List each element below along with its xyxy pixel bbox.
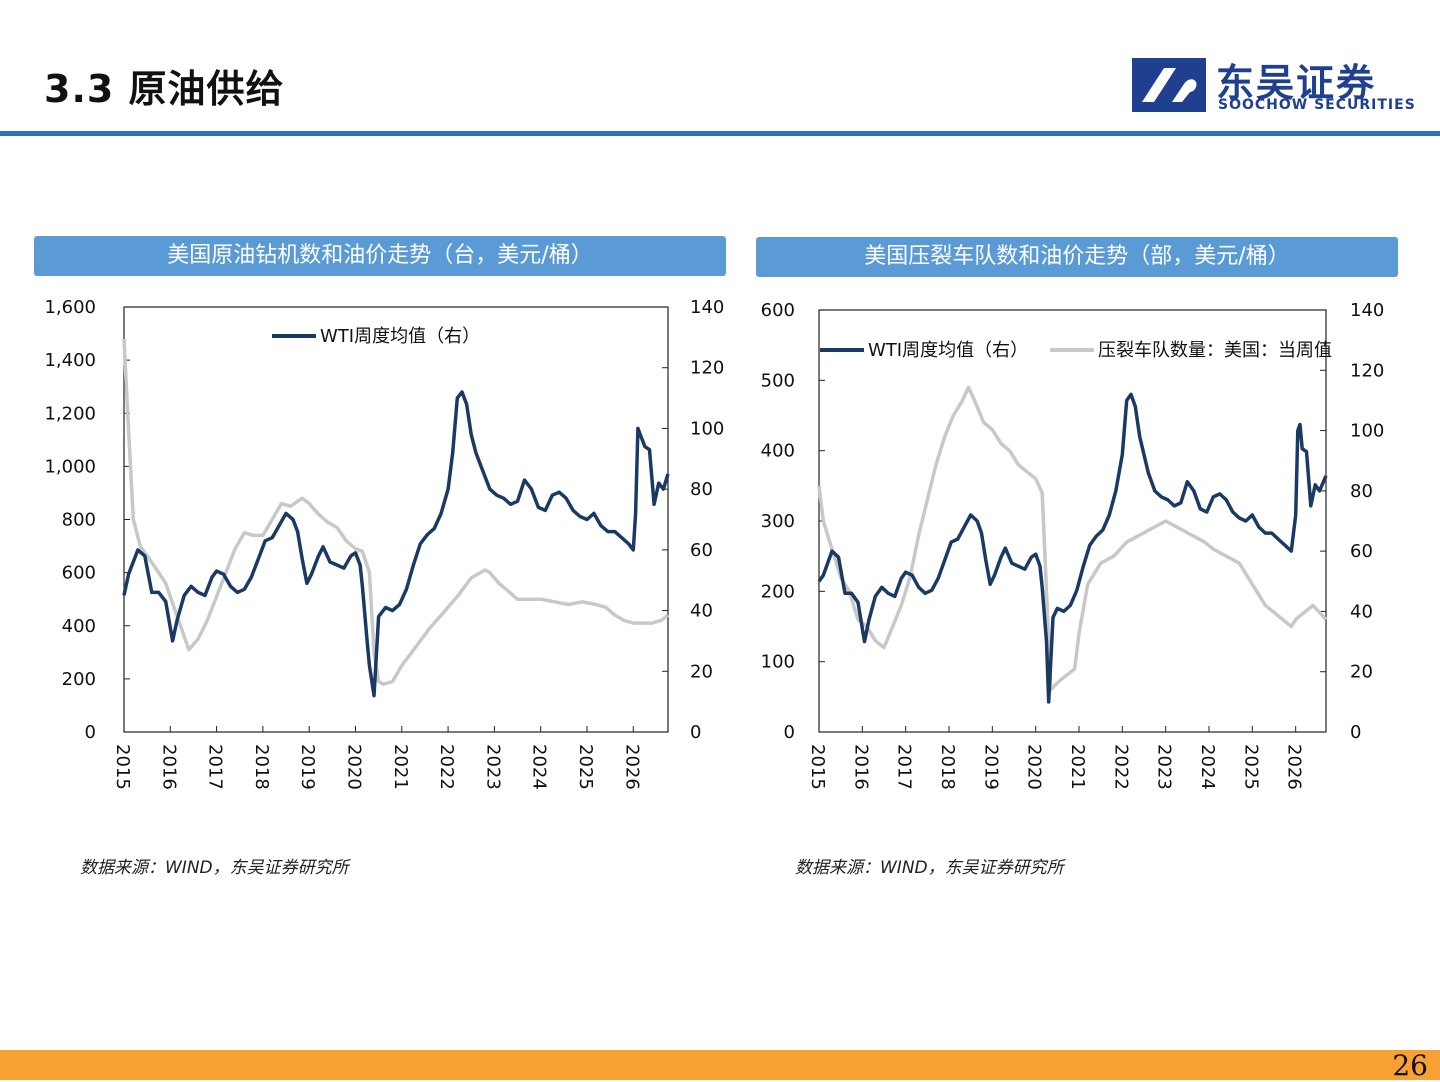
x-axis-year-label: 2024 [529, 744, 550, 790]
right-axis-tick-label: 60 [1350, 541, 1373, 562]
x-axis-year-label: 2015 [112, 744, 133, 790]
x-axis-year-label: 2019 [980, 744, 1001, 790]
x-axis-year-label: 2020 [1024, 744, 1045, 790]
slide-title: 3.3 原油供给 [44, 67, 285, 111]
x-axis-year-label: 2023 [482, 744, 503, 790]
x-axis-year-label: 2022 [436, 744, 457, 790]
left-axis-tick-label: 100 [761, 652, 795, 673]
x-axis-year-label: 2016 [158, 744, 179, 790]
logo-chinese-text: 东吴证券 [1216, 61, 1377, 105]
right-axis-tick-label: 20 [690, 661, 713, 682]
wti-price-series-line [122, 390, 670, 698]
left-axis-tick-label: 400 [761, 441, 795, 462]
left-axis-tick-label: 0 [85, 722, 96, 743]
right-axis-tick-label: 80 [690, 479, 713, 500]
right-axis-tick-label: 40 [1350, 601, 1373, 622]
x-axis-year-label: 2016 [850, 744, 871, 790]
left-axis-tick-label: 600 [62, 563, 96, 584]
right-axis-tick-label: 140 [1350, 300, 1384, 321]
right-axis-tick-label: 120 [690, 358, 724, 379]
x-axis-year-label: 2024 [1197, 744, 1218, 790]
right-axis-tick-label: 100 [1350, 421, 1384, 442]
left-axis-tick-label: 0 [784, 722, 795, 743]
legend-label: 压裂车队数量：美国：当周值 [1098, 340, 1332, 361]
footer-bar [0, 1050, 1440, 1080]
left-axis-tick-label: 1,400 [44, 350, 96, 371]
gray-count-series-line [817, 385, 1328, 692]
left-axis-tick-label: 200 [761, 581, 795, 602]
left-axis-tick-label: 1,000 [44, 456, 96, 477]
x-axis-year-label: 2017 [894, 744, 915, 790]
left-axis-tick-label: 400 [62, 616, 96, 637]
left-axis-tick-label: 800 [62, 510, 96, 531]
left-axis-tick-label: 500 [761, 370, 795, 391]
x-axis-year-label: 2026 [1284, 744, 1305, 790]
x-axis-year-label: 2018 [937, 744, 958, 790]
left-axis-tick-label: 1,200 [44, 403, 96, 424]
legend-label: WTI周度均值（右） [320, 326, 480, 347]
left-axis-tick-label: 300 [761, 511, 795, 532]
frac-fleet-oil-price-chart: 0 100 200 300 400 500 600 0 20 40 60 80 100 120 140 201… [761, 300, 1385, 790]
right-axis-tick-label: 60 [690, 540, 713, 561]
x-axis-year-label: 2015 [807, 744, 828, 790]
x-axis-year-label: 2026 [621, 744, 642, 790]
right-axis-tick-label: 140 [690, 297, 724, 318]
wti-price-series-line [817, 392, 1328, 704]
x-axis-year-label: 2017 [205, 744, 226, 790]
right-axis-tick-label: 0 [1350, 722, 1361, 743]
left-axis-tick-label: 600 [761, 300, 795, 321]
x-axis-year-label: 2025 [575, 744, 596, 790]
x-axis-year-label: 2019 [297, 744, 318, 790]
x-axis-year-label: 2025 [1240, 744, 1261, 790]
right-axis-tick-label: 80 [1350, 481, 1373, 502]
right-source-note: 数据来源：WIND，东吴证券研究所 [795, 858, 1064, 878]
left-source-note: 数据来源：WIND，东吴证券研究所 [80, 858, 349, 878]
left-chart-header: 美国原油钻机数和油价走势（台，美元/桶） [34, 236, 726, 276]
x-axis-year-label: 2021 [1067, 744, 1088, 790]
legend-label: WTI周度均值（右） [868, 340, 1028, 361]
x-axis-year-label: 2018 [251, 744, 272, 790]
left-axis-tick-label: 200 [62, 669, 96, 690]
x-axis-year-label: 2021 [390, 744, 411, 790]
x-axis-year-label: 2020 [343, 744, 364, 790]
gray-count-series-line [122, 338, 670, 686]
x-axis-year-label: 2023 [1154, 744, 1175, 790]
page-number: 26 [1392, 1049, 1428, 1082]
x-axis-year-label: 2022 [1110, 744, 1131, 790]
logo-mark-icon [1132, 58, 1206, 112]
right-chart-header: 美国压裂车队数和油价走势（部，美元/桶） [756, 237, 1398, 277]
rig-count-oil-price-chart: 0 200 400 600 800 1,000 1,200 1,400 1,600 0 20 40 60… [44, 297, 724, 790]
right-axis-tick-label: 40 [690, 601, 713, 622]
logo-english-text: SOOCHOW SECURITIES [1218, 97, 1416, 113]
company-logo: 东吴证券 SOOCHOW SECURITIES [1132, 56, 1415, 116]
header-divider [0, 131, 1440, 136]
left-axis-tick-label: 1,600 [44, 297, 96, 318]
right-axis-tick-label: 0 [690, 722, 701, 743]
right-axis-tick-label: 20 [1350, 662, 1373, 683]
right-axis-tick-label: 120 [1350, 360, 1384, 381]
right-axis-tick-label: 100 [690, 418, 724, 439]
